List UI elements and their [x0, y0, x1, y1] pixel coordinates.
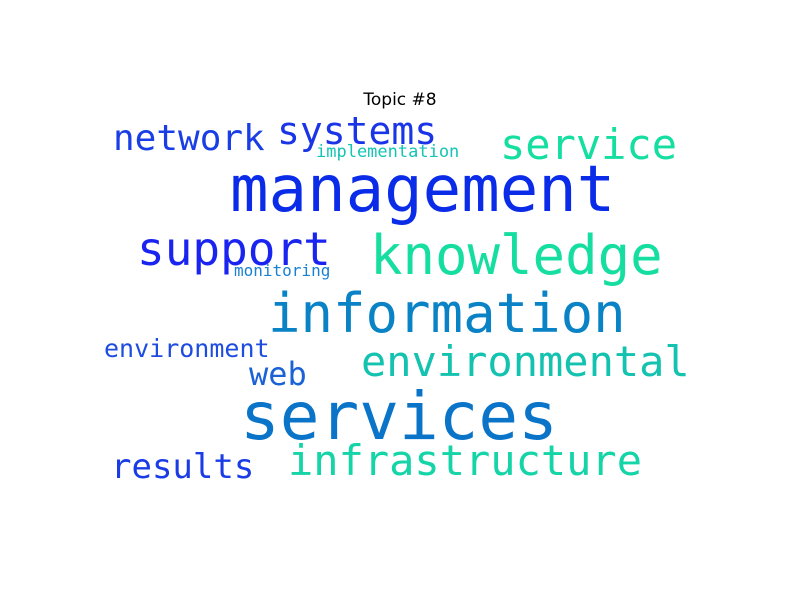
word-knowledge: knowledge [370, 224, 663, 287]
word-infrastructure: infrastructure [288, 436, 643, 485]
word-information: information [268, 282, 626, 345]
word-services: services [240, 378, 558, 455]
word-network: network [113, 118, 265, 159]
figure-title: Topic #8 [363, 90, 437, 110]
word-monitoring: monitoring [234, 261, 331, 280]
word-systems: systems [277, 109, 438, 153]
word-web: web [249, 355, 307, 393]
word-service: service [500, 120, 678, 169]
word-environmental: environmental [361, 337, 690, 386]
word-support: support [137, 222, 331, 276]
word-results: results [111, 447, 255, 487]
word-implementation: implementation [316, 142, 460, 162]
word-environment: environment [104, 334, 270, 363]
word-management: management [230, 153, 616, 227]
